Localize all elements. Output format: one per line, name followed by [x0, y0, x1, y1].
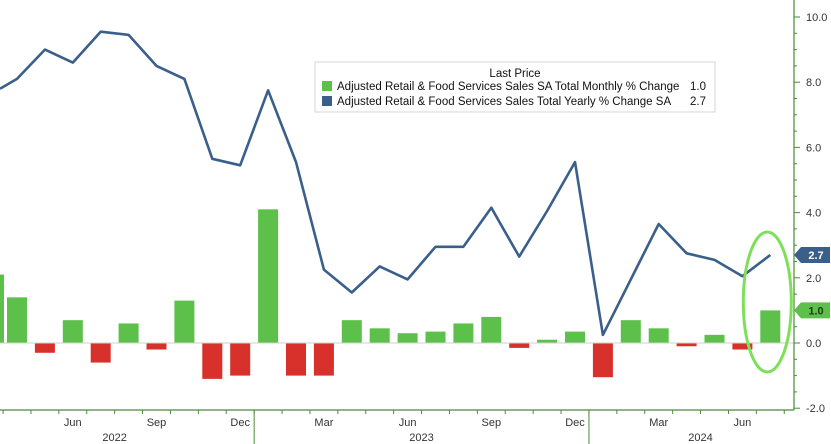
- x-month-label: Jun: [399, 417, 417, 429]
- x-month-label: Sep: [147, 417, 167, 429]
- legend-value-yearly: 2.7: [690, 96, 706, 108]
- x-axis: Jun Sep Dec Mar Jun Sep Dec Mar Jun 2022 2023 2024: [0, 409, 794, 444]
- bar-may-2023: [369, 328, 390, 343]
- bar-jun-2023: [397, 333, 418, 343]
- badge-label-monthly: 1.0: [808, 305, 823, 317]
- bar-apr-2024: [676, 343, 697, 347]
- bar-may-2022: [34, 343, 55, 353]
- bar-feb-2023: [286, 343, 306, 376]
- legend-title: Last Price: [489, 68, 540, 80]
- legend-swatch-monthly: [322, 81, 332, 91]
- x-year-label: 2022: [102, 432, 126, 444]
- highlight-ellipse: [741, 230, 793, 374]
- x-month-label: Dec: [230, 417, 250, 429]
- y-tick-label: 8.0: [806, 77, 821, 89]
- bar-jul-2024: [760, 310, 781, 343]
- x-month-label: Sep: [482, 417, 502, 429]
- bar-jun-2022: [62, 320, 83, 343]
- x-month-label: Jun: [64, 417, 82, 429]
- bar-aug-2022: [118, 323, 139, 343]
- x-year-label: 2023: [409, 432, 433, 444]
- badge-yearly: [794, 246, 830, 263]
- yearly-change-line: [0, 30, 772, 337]
- bar-nov-2023: [537, 339, 558, 343]
- x-year-label: 2024: [688, 432, 712, 444]
- bar-mar-2023: [313, 343, 334, 376]
- bar-jun-2024: [732, 343, 753, 350]
- bar-aug-2023: [453, 323, 474, 343]
- y-tick-label: 4.0: [806, 208, 821, 220]
- bar-mar-2024: [648, 328, 669, 343]
- bar-apr-2022: [7, 297, 27, 343]
- y-tick-label: 0.0: [806, 338, 821, 350]
- badge-monthly: [794, 302, 830, 319]
- bar-jan-2024: [592, 343, 613, 378]
- bar-dec-2022: [230, 343, 251, 376]
- y-axis: -2.0 0.0 2.0 4.0 6.0 8.0 10.0: [793, 0, 827, 415]
- bar-oct-2023: [509, 343, 530, 348]
- y-tick-label: 10.0: [806, 12, 827, 24]
- bar-nov-2022: [202, 343, 223, 379]
- x-month-label: Dec: [565, 417, 585, 429]
- bar-may-2024: [704, 334, 725, 343]
- legend-box: [314, 61, 716, 113]
- bar-jul-2023: [425, 331, 446, 343]
- legend-label-monthly: Adjusted Retail & Food Services Sales SA…: [337, 81, 679, 93]
- monthly-change-bars: [0, 209, 794, 379]
- y-tick-label: 6.0: [806, 142, 821, 154]
- x-month-label: Mar: [314, 417, 333, 429]
- x-month-label: Mar: [649, 417, 668, 429]
- y-tick-label: -2.0: [806, 403, 825, 415]
- legend-swatch-yearly: [322, 96, 332, 106]
- bar-jul-2022: [90, 343, 111, 363]
- legend-value-monthly: 1.0: [690, 81, 706, 93]
- y-tick-label: 2.0: [806, 273, 821, 285]
- legend-label-yearly: Adjusted Retail & Food Services Sales To…: [337, 96, 671, 108]
- bar-jan-2023: [258, 209, 279, 343]
- highlight-annotation: [741, 230, 793, 374]
- bar-dec-2023: [565, 331, 585, 343]
- bar-sep-2023: [481, 316, 502, 343]
- bar-partial-left-edge: [0, 274, 4, 343]
- x-month-label: Jun: [734, 417, 752, 429]
- bar-sep-2022: [146, 343, 167, 350]
- bar-oct-2022: [174, 300, 195, 343]
- last-value-badges: 2.7 1.0: [794, 246, 830, 319]
- badge-label-yearly: 2.7: [808, 250, 823, 262]
- bar-apr-2023: [341, 320, 362, 343]
- bar-feb-2024: [620, 320, 641, 343]
